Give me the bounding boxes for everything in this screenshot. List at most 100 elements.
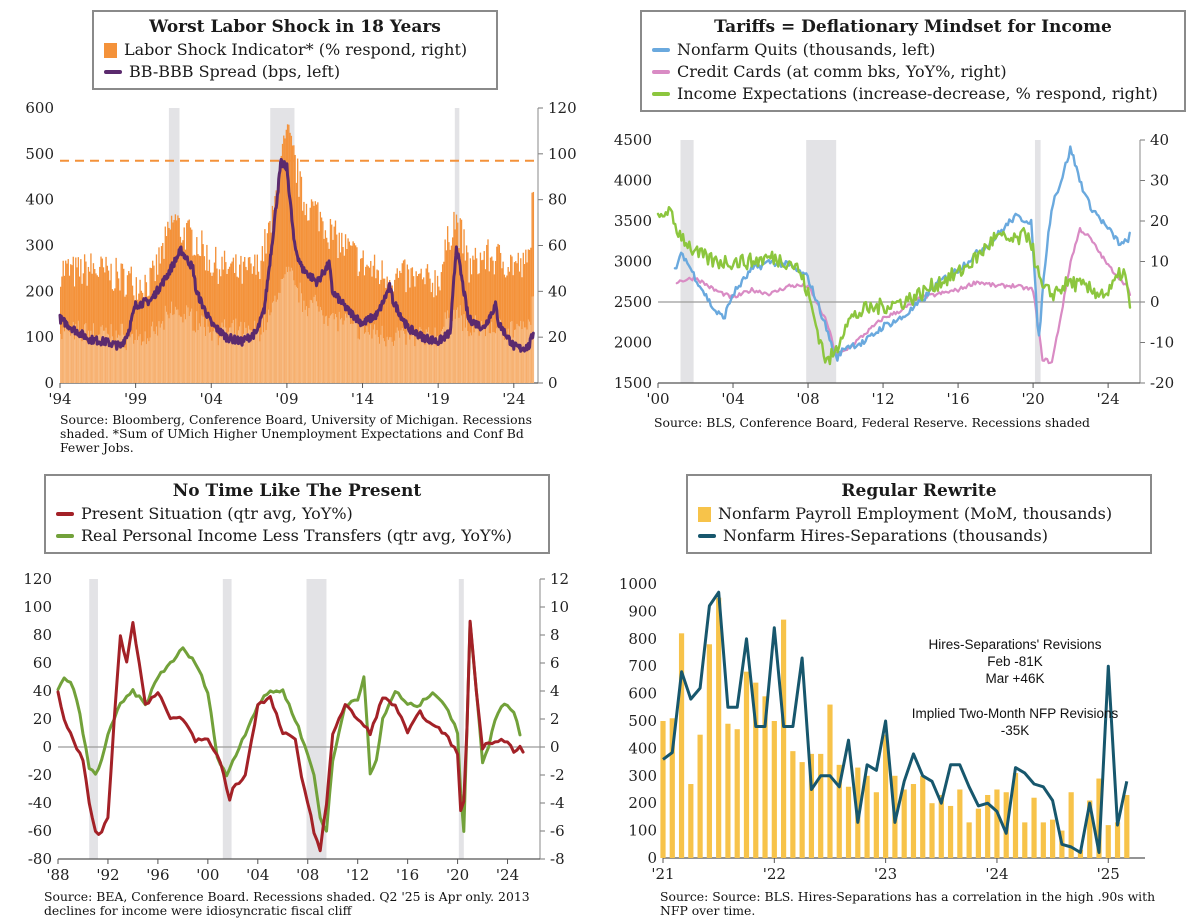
labor-shock-bar-highlight [443, 326, 445, 383]
legend-label: Income Expectations (increase-decrease, … [677, 84, 1158, 103]
labor-shock-bar-highlight [418, 340, 420, 383]
labor-shock-bar [249, 257, 251, 383]
legend-label: Credit Cards (at comm bks, YoY%, right) [677, 62, 1007, 81]
nfp-bar [1012, 773, 1019, 858]
labor-shock-bar-highlight [237, 330, 239, 383]
labor-shock-bar [479, 252, 482, 383]
labor-shock-bar-highlight [342, 324, 344, 383]
labor-shock-bar [342, 246, 344, 383]
labor-shock-bar-highlight [144, 331, 146, 383]
labor-shock-bar-highlight [264, 310, 266, 383]
labor-shock-bar-highlight [67, 330, 69, 383]
labor-shock-bar [468, 282, 470, 383]
labor-shock-bar-highlight [81, 341, 83, 383]
legend-swatch-income-expectations [652, 92, 670, 96]
labor-shock-bar-highlight [159, 327, 161, 383]
labor-shock-bar [279, 174, 281, 383]
labor-shock-bar-highlight [174, 306, 176, 383]
labor-shock-bar [139, 279, 141, 383]
labor-shock-bar-highlight [284, 274, 286, 383]
labor-shock-bar [298, 196, 300, 383]
legend-label: Labor Shock Indicator* (% respond, right… [124, 40, 468, 59]
labor-shock-bar [186, 222, 188, 383]
labor-shock-bar [526, 262, 528, 383]
labor-shock-bar-highlight [79, 337, 81, 383]
labor-shock-bar [381, 260, 383, 383]
labor-shock-bar [358, 271, 361, 383]
labor-shock-bar [339, 252, 342, 383]
labor-shock-bar-highlight [292, 270, 294, 383]
left-axis-tick-label: 600 [25, 99, 54, 117]
labor-shock-bar-highlight [421, 340, 423, 383]
labor-shock-bar-highlight [318, 311, 320, 383]
labor-shock-bar [455, 214, 458, 383]
labor-shock-bar-highlight [166, 311, 167, 383]
labor-shock-bar [376, 269, 378, 383]
labor-shock-bar-highlight [275, 301, 277, 383]
labor-shock-bar [363, 275, 366, 383]
labor-shock-bar-highlight [145, 344, 147, 383]
labor-shock-bar-highlight [486, 323, 488, 383]
labor-shock-bar-highlight [198, 323, 200, 383]
labor-shock-bar [162, 242, 164, 383]
labor-shock-bar [289, 132, 291, 383]
labor-shock-bar-highlight [200, 326, 202, 383]
regular-rewrite-legend: Regular Rewrite Nonfarm Payroll Employme… [686, 474, 1152, 554]
hires-separations-line [662, 590, 1129, 854]
labor-shock-bar-highlight [439, 343, 441, 383]
recession-band [89, 579, 98, 859]
labor-shock-bar [240, 255, 242, 383]
labor-shock-bar [441, 264, 444, 383]
labor-shock-bar [168, 227, 170, 383]
labor-shock-bar-highlight [158, 321, 160, 383]
labor-shock-bar [275, 190, 277, 383]
legend-item-real-income: Real Personal Income Less Transfers (qtr… [56, 525, 538, 547]
left-axis-tick-label: 60 [33, 654, 52, 672]
present-situation-line [56, 619, 525, 853]
labor-shock-bar [436, 275, 439, 383]
labor-shock-bar-highlight [219, 337, 220, 383]
labor-shock-bar [194, 255, 197, 383]
labor-shock-bar [204, 270, 207, 383]
labor-shock-bar-highlight [452, 321, 454, 383]
nfp-bar [780, 619, 787, 858]
labor-shock-bar-highlight [71, 330, 73, 383]
labor-shock-bar [259, 279, 261, 383]
labor-shock-bar-highlight [493, 332, 495, 383]
nfp-bar [1040, 822, 1046, 858]
labor-shock-bar [271, 205, 274, 383]
labor-shock-bar-highlight [232, 319, 234, 383]
labor-shock-bar-highlight [391, 341, 393, 383]
labor-shock-bar [401, 263, 403, 383]
labor-shock-bar-highlight [103, 330, 104, 383]
x-axis-tick-label: '16 [396, 866, 419, 884]
nfp-bar [1096, 778, 1102, 858]
labor-shock-bar-highlight [197, 330, 199, 383]
right-axis-tick-label: -4 [550, 794, 565, 812]
labor-shock-bar [126, 275, 129, 383]
labor-shock-bar-highlight [385, 346, 387, 383]
labor-shock-bar [391, 285, 393, 383]
labor-shock-bar-highlight [256, 330, 258, 383]
labor-shock-bar-highlight [321, 310, 323, 383]
labor-shock-bar-highlight [76, 329, 78, 383]
labor-shock-bar-highlight [124, 347, 126, 383]
regular-rewrite-panel: 0 100 200 300 400 500 600 700 800 900 1000 '21 '22 '2… [600, 462, 1200, 924]
x-axis-tick-label: '96 [146, 866, 169, 884]
labor-shock-bar-highlight [369, 334, 370, 383]
labor-shock-bar-highlight [519, 326, 520, 383]
labor-shock-bar [448, 242, 450, 383]
labor-shock-bar-highlight [447, 310, 449, 383]
labor-shock-bar [87, 266, 90, 383]
labor-shock-bar [440, 272, 443, 383]
labor-shock-bar-highlight [167, 314, 169, 383]
labor-shock-bar [212, 272, 214, 383]
legend-label: Present Situation (qtr avg, YoY%) [81, 504, 353, 523]
labor-shock-bar-highlight [163, 329, 165, 383]
labor-shock-bar [270, 232, 272, 383]
labor-shock-bar-highlight [448, 317, 450, 383]
labor-shock-bar-highlight [502, 335, 504, 383]
labor-shock-bar [305, 203, 308, 383]
labor-shock-bar [63, 275, 66, 383]
right-axis-tick-label: 0 [550, 738, 560, 756]
